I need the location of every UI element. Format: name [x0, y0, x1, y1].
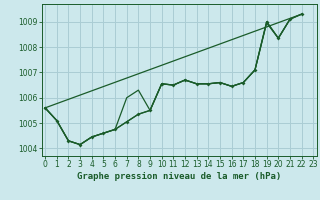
X-axis label: Graphe pression niveau de la mer (hPa): Graphe pression niveau de la mer (hPa) [77, 172, 281, 181]
